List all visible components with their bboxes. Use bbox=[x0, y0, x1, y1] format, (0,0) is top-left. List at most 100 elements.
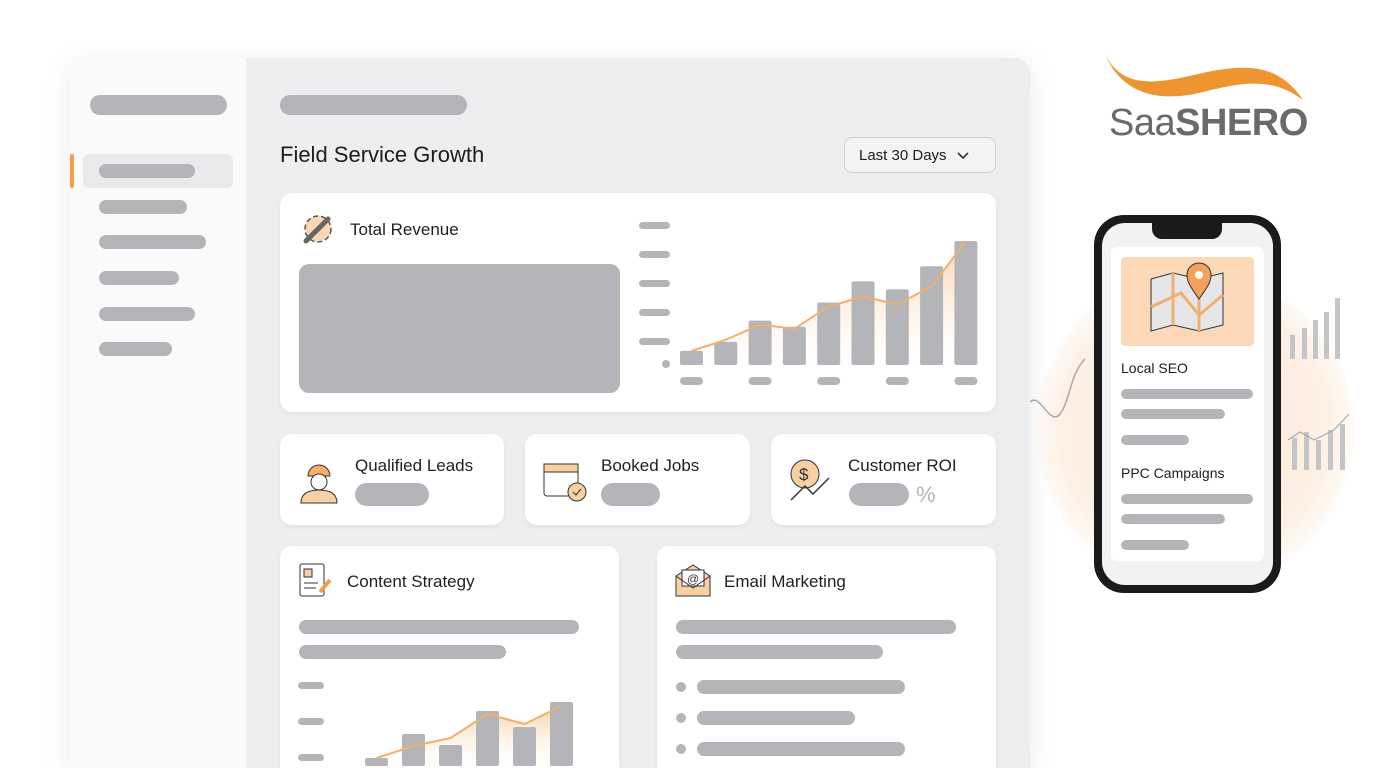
phone-section-title: PPC Campaigns bbox=[1121, 465, 1225, 481]
chart-bar bbox=[748, 320, 772, 365]
y-axis-tick-label bbox=[639, 280, 670, 287]
phone-mockup: Local SEO PPC Campaigns bbox=[1094, 215, 1281, 593]
y-axis-tick-label bbox=[298, 754, 324, 761]
card-title: Email Marketing bbox=[724, 572, 846, 591]
chart-bar bbox=[680, 350, 703, 365]
chevron-down-icon bbox=[956, 147, 969, 164]
text-placeholder bbox=[299, 645, 506, 659]
y-axis-tick-label bbox=[639, 251, 670, 258]
text-placeholder bbox=[1121, 389, 1253, 399]
phone-screen: Local SEO PPC Campaigns bbox=[1102, 223, 1273, 585]
chart-bar bbox=[439, 745, 462, 766]
phone-notch bbox=[1152, 223, 1222, 239]
dashboard-window: Field Service Growth Last 30 Days Total … bbox=[70, 58, 1030, 768]
percent-unit: % bbox=[916, 482, 936, 507]
chart-bar bbox=[402, 734, 425, 766]
total-revenue-card: Total Revenue bbox=[280, 193, 996, 412]
y-axis-tick-label bbox=[298, 682, 324, 689]
text-placeholder bbox=[1121, 435, 1189, 445]
date-range-label: Last 30 Days bbox=[859, 146, 947, 164]
card-title: Qualified Leads bbox=[355, 456, 474, 475]
gear-wrench-icon bbox=[298, 209, 338, 254]
x-axis-tick-label bbox=[817, 377, 841, 385]
value-placeholder bbox=[849, 483, 909, 506]
chart-bar bbox=[513, 727, 536, 766]
text-placeholder bbox=[299, 620, 579, 634]
document-edit-icon bbox=[298, 562, 334, 605]
sidebar-item[interactable] bbox=[99, 342, 172, 356]
y-axis-tick-label bbox=[639, 309, 670, 316]
chart-bar bbox=[851, 281, 875, 365]
envelope-at-icon: @ bbox=[674, 562, 712, 605]
sidebar-item[interactable] bbox=[99, 271, 179, 285]
bullet bbox=[676, 744, 686, 754]
logo-text-bold: SHERO bbox=[1175, 102, 1308, 144]
saashero-logo: SaaSHERO bbox=[1103, 52, 1313, 147]
sidebar-item[interactable] bbox=[99, 235, 206, 249]
page-title: Field Service Growth bbox=[280, 142, 485, 167]
x-axis-tick-label bbox=[680, 377, 703, 385]
card-title: Content Strategy bbox=[347, 572, 475, 591]
chart-bar bbox=[365, 758, 388, 766]
sidebar-logo-placeholder bbox=[90, 95, 227, 115]
list-item-placeholder bbox=[697, 711, 855, 725]
value-placeholder bbox=[601, 483, 660, 506]
map-pin-icon bbox=[1121, 257, 1254, 346]
decorative-charts bbox=[1030, 298, 1350, 470]
y-axis-tick-label bbox=[639, 222, 670, 229]
trend-line bbox=[376, 705, 562, 759]
card-title: Booked Jobs bbox=[601, 456, 700, 475]
booked-jobs-card: Booked Jobs bbox=[525, 434, 750, 525]
content-strategy-card: Content Strategy bbox=[280, 546, 619, 768]
sidebar-item[interactable] bbox=[99, 307, 195, 321]
list-item-placeholder bbox=[697, 742, 905, 756]
customer-roi-card: $ Customer ROI % bbox=[771, 434, 996, 525]
chart-bar bbox=[476, 711, 499, 766]
chart-bar bbox=[885, 289, 909, 365]
list-item-placeholder bbox=[697, 680, 905, 694]
value-placeholder bbox=[355, 483, 429, 506]
chart-bar bbox=[817, 302, 841, 365]
sidebar-item[interactable] bbox=[99, 164, 195, 178]
calendar-check-icon bbox=[542, 458, 588, 509]
y-axis-tick-label bbox=[639, 338, 670, 345]
text-placeholder bbox=[1121, 514, 1225, 524]
sidebar bbox=[70, 58, 246, 768]
chart-bar bbox=[714, 341, 738, 365]
sidebar-item[interactable] bbox=[99, 200, 187, 214]
logo-text-light: Saa bbox=[1109, 102, 1176, 144]
x-axis-tick-label bbox=[885, 377, 909, 385]
text-placeholder bbox=[1121, 409, 1225, 419]
revenue-chart bbox=[639, 222, 978, 385]
chart-bar bbox=[954, 241, 978, 365]
text-placeholder bbox=[1121, 494, 1253, 504]
card-title: Customer ROI bbox=[848, 456, 957, 475]
chart-bar bbox=[782, 326, 806, 365]
trend-line bbox=[691, 240, 967, 352]
y-axis-tick-label bbox=[298, 718, 324, 725]
date-range-select[interactable]: Last 30 Days bbox=[844, 137, 996, 173]
text-placeholder bbox=[1121, 540, 1189, 550]
revenue-value-placeholder bbox=[299, 264, 620, 393]
text-placeholder bbox=[676, 645, 883, 659]
dollar-growth-icon: $ bbox=[787, 458, 835, 509]
svg-text:@: @ bbox=[687, 572, 699, 586]
main-content: Field Service Growth Last 30 Days Total … bbox=[246, 58, 1030, 768]
logo-swoosh bbox=[1105, 54, 1303, 100]
content-chart bbox=[298, 682, 573, 766]
worker-icon bbox=[298, 458, 340, 509]
breadcrumb-placeholder bbox=[280, 95, 467, 115]
phone-section-title: Local SEO bbox=[1121, 360, 1188, 376]
qualified-leads-card: Qualified Leads bbox=[280, 434, 504, 525]
origin-dot bbox=[662, 360, 670, 368]
svg-text:$: $ bbox=[799, 465, 809, 484]
chart-bar bbox=[550, 702, 573, 766]
bullet bbox=[676, 682, 686, 692]
card-title: Total Revenue bbox=[350, 220, 459, 239]
phone-card: Local SEO PPC Campaigns bbox=[1111, 247, 1264, 561]
chart-bar bbox=[920, 266, 944, 365]
email-marketing-card: @ Email Marketing bbox=[657, 546, 996, 768]
x-axis-tick-label bbox=[954, 377, 978, 385]
text-placeholder bbox=[676, 620, 956, 634]
active-indicator bbox=[70, 154, 74, 188]
